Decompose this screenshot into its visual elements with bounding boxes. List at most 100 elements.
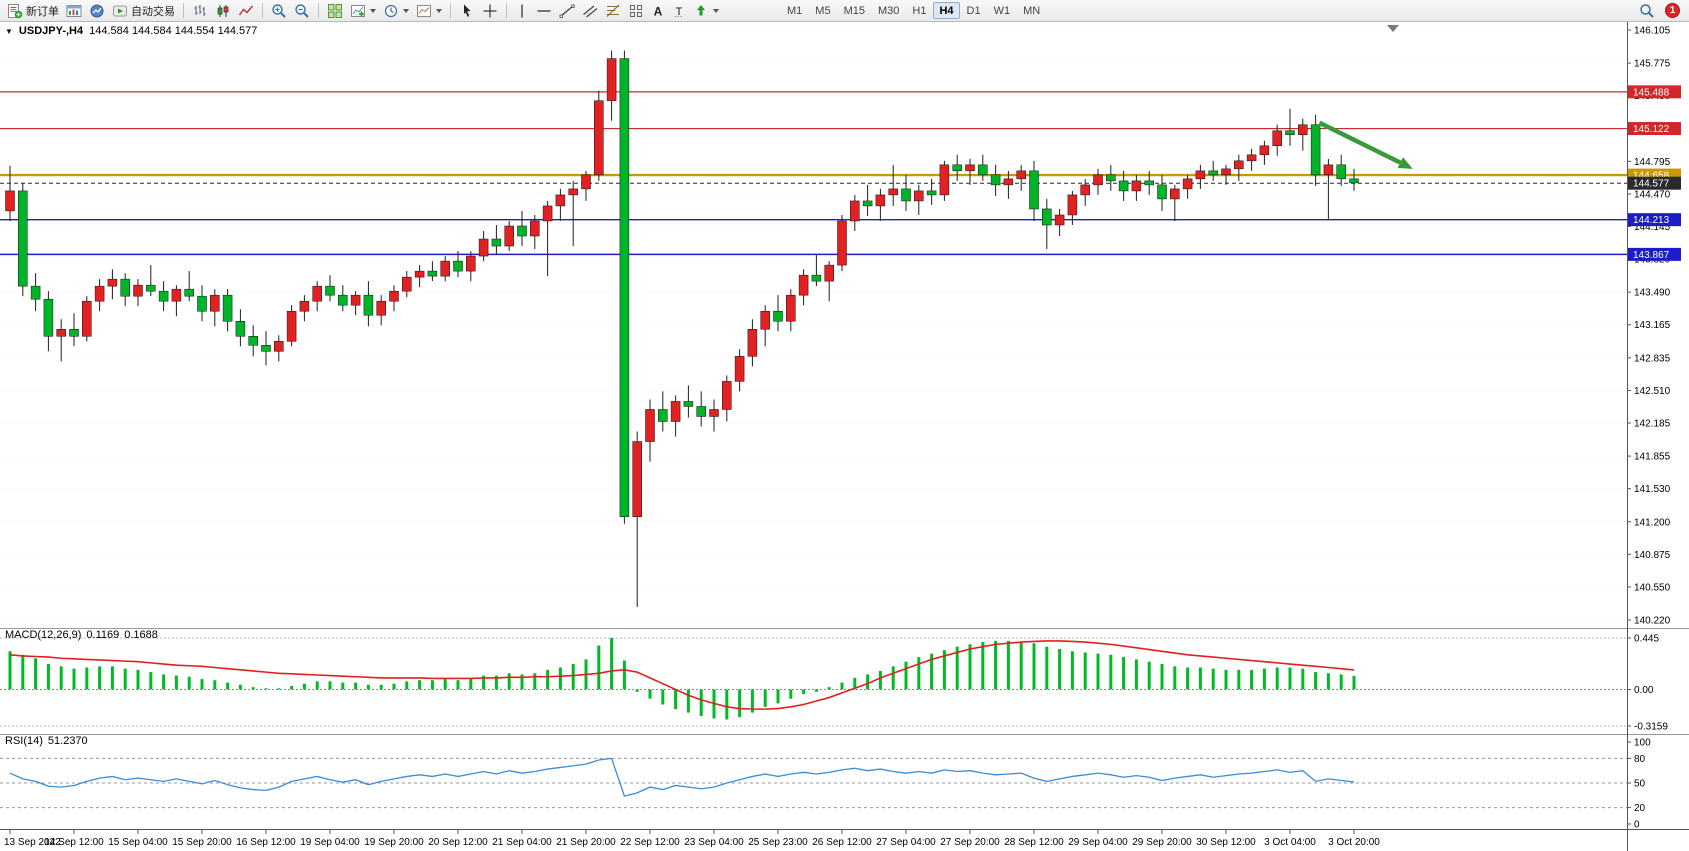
trend-arrow-shaft[interactable] [1318,120,1402,165]
auto-trading-button[interactable]: 自动交易 [109,1,178,21]
periods-dropdown[interactable] [380,1,412,21]
bar-chart-button[interactable] [189,1,211,21]
time-axis-label: 15 Sep 20:00 [172,837,232,848]
candle-body [658,409,668,422]
trendline-tool[interactable] [556,1,578,21]
candle-body [1336,164,1346,180]
time-axis-label: 19 Sep 20:00 [364,837,424,848]
candle-body [939,164,950,196]
candle-body [1093,174,1103,186]
search-button[interactable] [1636,1,1658,21]
candle-body [1246,154,1257,162]
price-tag [1628,85,1681,99]
indicators-dropdown[interactable] [347,1,379,21]
price-axis-label: 140.550 [1634,582,1671,593]
tile-windows-button[interactable] [324,1,346,21]
time-axis-label: 19 Sep 04:00 [300,837,360,848]
candle-body [1298,124,1308,136]
timeframe-button-h4[interactable]: H4 [933,2,960,19]
channel-tool[interactable] [579,1,601,21]
macd-canvas[interactable]: 0.445 0.00 -0.3159 [0,628,1689,734]
candlestick-chart-button[interactable] [212,1,234,21]
candle-body [773,310,783,322]
candle-body [274,341,284,352]
candle-body [837,220,847,266]
candle-body [235,320,246,337]
rsi-canvas[interactable]: 100 80 50 20 0 [0,734,1689,829]
candle-body [158,290,169,302]
price-chart-canvas[interactable]: 146.105145.775145.450145.125144.795144.4… [0,22,1689,628]
cursor-icon [464,4,471,17]
profiles-button[interactable] [86,1,108,21]
price-axis-label: 144.145 [1634,222,1671,233]
timeframe-button-h1[interactable]: H1 [912,4,927,17]
templates-dropdown[interactable] [413,1,445,21]
timeframe-button-m5[interactable]: M5 [815,4,831,17]
arrow-stamp-icon [697,4,705,15]
cursor-tool-button[interactable] [456,1,478,21]
candle-body [1195,170,1206,180]
candle-body [952,164,962,172]
price-axis[interactable]: 146.105145.775145.450145.125144.795144.4… [1627,26,1671,627]
macd-axis-label: 0.445 [1634,634,1659,645]
candle-body [107,278,118,287]
chart-shift-marker[interactable] [1387,25,1399,32]
candle-body [594,100,604,176]
timeframe-button-m30[interactable]: M30 [877,4,900,17]
time-axis-label: 27 Sep 20:00 [940,837,1000,848]
rsi-axis-label: 20 [1634,803,1646,814]
macd-axis-label: -0.3159 [1634,722,1668,733]
fibonacci-tool[interactable] [602,1,624,21]
new-order-button[interactable]: 新订单 [4,1,62,21]
tile-windows-icon [328,3,342,18]
shapes-tool[interactable] [625,1,647,21]
candle-body [1170,188,1180,200]
candle-body [43,298,54,337]
timeframe-button-w1[interactable]: W1 [993,4,1011,17]
candle-body [1310,124,1321,176]
price-axis-label: 144.795 [1634,157,1671,168]
candle-body [286,310,297,342]
notification-badge[interactable]: 1 [1665,3,1680,18]
timeframe-button-m1[interactable]: M1 [787,4,803,17]
arrows-dropdown[interactable] [690,1,722,21]
candle-body [1118,180,1129,192]
text-label-tool[interactable]: T [669,1,689,21]
fibonacci-icon [606,4,620,17]
candle-body [1016,170,1026,180]
toolbar-separator [506,3,507,18]
candle-body [722,381,732,410]
candle-body [555,194,566,207]
notification-count: 1 [1669,5,1676,16]
timeframe-button-m15[interactable]: M15 [843,4,865,17]
zoom-out-button[interactable] [291,1,313,21]
candle-body [619,58,630,517]
one-click-trading-toggle[interactable]: ▼ [5,26,13,36]
vertical-line-tool[interactable] [512,1,532,21]
candle-body [568,188,578,196]
time-axis-label: 30 Sep 12:00 [1196,837,1256,848]
text-tool[interactable]: A [648,1,668,21]
zoom-in-button[interactable] [268,1,290,21]
auto-trading-icon [113,5,127,16]
time-axis-label: 20 Sep 12:00 [428,837,488,848]
candle-body [414,270,425,278]
timeframe-button-mn[interactable]: MN [1023,4,1041,17]
price-tag-label: 143.867 [1633,250,1670,261]
price-axis-label: 141.855 [1634,452,1671,463]
line-chart-button[interactable] [235,1,257,21]
candle-body [197,295,207,312]
time-axis-label: 29 Sep 04:00 [1068,837,1128,848]
candle-body [1106,174,1116,182]
crosshair-tool-button[interactable] [479,1,501,21]
candle-body [478,238,489,257]
price-chart-panel: 146.105145.775145.450145.125144.795144.4… [0,22,1689,628]
price-axis-label: 143.490 [1634,288,1671,299]
horizontal-line-tool[interactable] [533,1,555,21]
text-icon: A [654,4,663,18]
trend-arrow-head[interactable] [1397,157,1413,169]
chart-window-button[interactable] [63,1,85,21]
timeframe-button-d1[interactable]: D1 [966,4,981,17]
toolbar-separator [450,3,451,18]
